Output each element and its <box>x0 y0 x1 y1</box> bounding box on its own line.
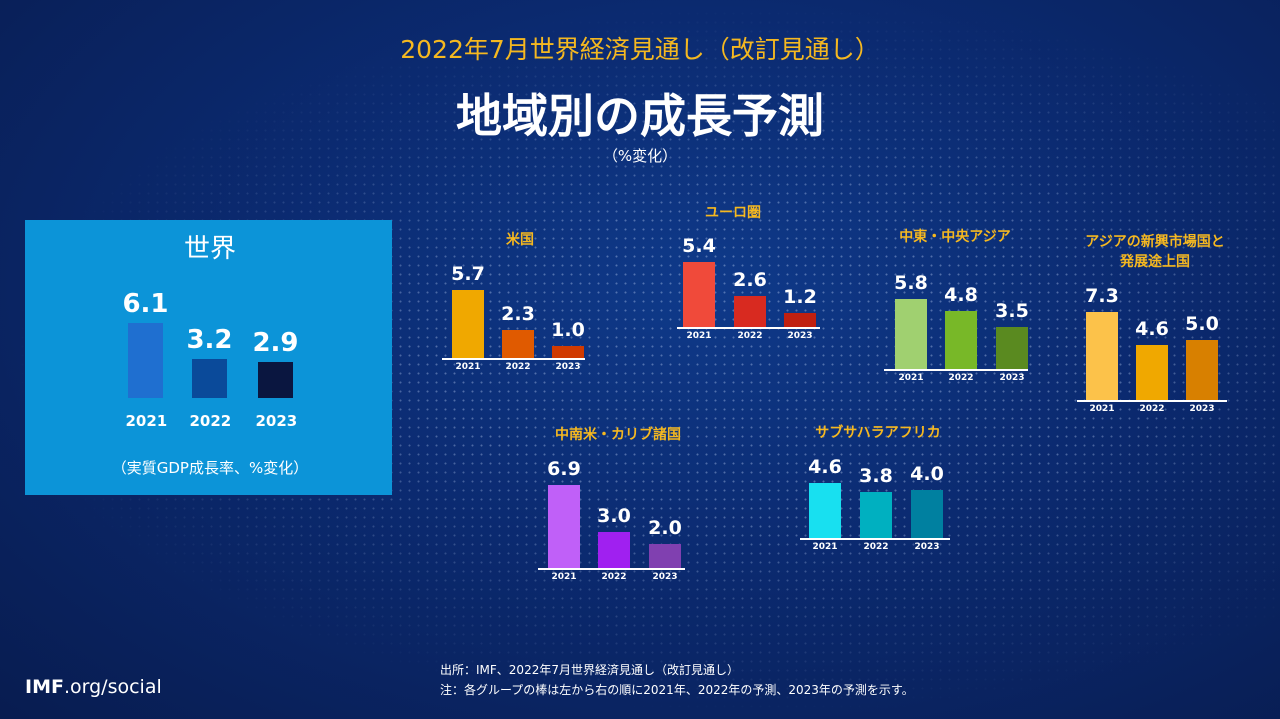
world-value-label: 6.1 <box>122 288 169 319</box>
asia-value-label: 5.0 <box>1185 313 1219 335</box>
ssa-year-label: 2023 <box>914 542 940 552</box>
me-value-label: 4.8 <box>944 284 978 307</box>
us-value-label: 2.3 <box>501 303 535 326</box>
latam-value-label: 2.0 <box>648 517 682 539</box>
euro-axis <box>677 327 820 329</box>
asia-bar-2023 <box>1186 340 1218 400</box>
us-bar-2021 <box>452 289 484 358</box>
ssa-title: サブサハラアフリカ <box>815 425 941 441</box>
me-value-label: 5.8 <box>894 272 928 295</box>
world-bar-2023 <box>258 362 293 398</box>
asia-value-label: 4.6 <box>1135 317 1169 340</box>
us-bar-2023 <box>552 346 584 358</box>
world-value-label: 3.2 <box>186 324 233 355</box>
asia-value-label: 7.3 <box>1085 285 1119 308</box>
us-value-label: 1.0 <box>551 319 585 341</box>
euro-value-label: 2.6 <box>733 268 767 291</box>
world-year-label: 2023 <box>255 412 298 430</box>
latam-bar-2021 <box>548 485 580 568</box>
world-panel <box>25 220 392 495</box>
latam-year-label: 2022 <box>601 572 627 582</box>
euro-year-label: 2022 <box>737 331 763 341</box>
latam-bar-2023 <box>649 544 681 568</box>
euro-year-label: 2021 <box>686 331 712 341</box>
euro-value-label: 5.4 <box>682 235 716 258</box>
me-year-label: 2023 <box>999 373 1025 383</box>
euro-bar-2023 <box>784 312 816 327</box>
logo-bold: IMF <box>25 676 64 698</box>
asia-axis <box>1077 400 1227 402</box>
asia-year-label: 2023 <box>1189 404 1215 414</box>
world-bar-2022 <box>192 358 227 398</box>
asia-year-label: 2022 <box>1139 404 1165 414</box>
me-year-label: 2022 <box>948 373 974 383</box>
latam-value-label: 3.0 <box>597 505 631 527</box>
euro-bar-2021 <box>683 262 715 327</box>
ssa-bar-2023 <box>911 490 943 538</box>
world-note: （実質GDP成長率、%変化） <box>111 459 309 477</box>
euro-bar-2022 <box>734 295 766 327</box>
euro-title: ユーロ圏 <box>705 205 761 221</box>
us-axis <box>442 358 585 360</box>
latam-title: 中南米・カリブ諸国 <box>555 427 681 443</box>
world-bar-2021 <box>128 322 163 398</box>
footer-notes: 出所：IMF、2022年7月世界経済見通し（改訂見通し） 注：各グループの棒は左… <box>440 660 914 700</box>
page-title: 地域別の成長予測 <box>456 89 824 143</box>
world-year-label: 2022 <box>189 412 232 430</box>
ssa-bar-2022 <box>860 492 892 538</box>
latam-bar-2022 <box>598 532 630 568</box>
us-title: 米国 <box>506 232 534 248</box>
latam-axis <box>538 568 685 570</box>
logo-rest: .org/social <box>63 676 162 698</box>
us-bar-2022 <box>502 330 534 358</box>
world-year-label: 2021 <box>125 412 168 430</box>
ssa-value-label: 4.0 <box>910 463 944 485</box>
ssa-year-label: 2021 <box>812 542 838 552</box>
latam-value-label: 6.9 <box>547 458 581 481</box>
asia-year-label: 2021 <box>1089 404 1115 414</box>
me-axis <box>884 369 1028 371</box>
imf-social-link[interactable]: IMF.org/social <box>25 676 162 698</box>
source-note: 出所：IMF、2022年7月世界経済見通し（改訂見通し） <box>440 663 739 677</box>
me-bar-2023 <box>996 327 1028 369</box>
me-bar-2021 <box>895 299 927 369</box>
euro-year-label: 2023 <box>787 331 813 341</box>
subtitle: 2022年7月世界経済見通し（改訂見通し） <box>400 35 880 64</box>
latam-year-label: 2021 <box>551 572 577 582</box>
me-year-label: 2021 <box>898 373 924 383</box>
asia-bar-2022 <box>1136 344 1168 400</box>
us-year-label: 2021 <box>455 362 481 372</box>
world-value-label: 2.9 <box>252 328 299 359</box>
unit-label: （%変化） <box>602 147 678 165</box>
latam-year-label: 2023 <box>652 572 678 582</box>
me-bar-2022 <box>945 311 977 369</box>
me-title: 中東・中央アジア <box>899 229 1011 245</box>
ssa-axis <box>800 538 950 540</box>
us-year-label: 2022 <box>505 362 531 372</box>
ssa-value-label: 3.8 <box>859 465 893 488</box>
asia-bar-2021 <box>1086 312 1118 400</box>
bar-note: 注：各グループの棒は左から右の順に2021年、2022年の予測、2023年の予測… <box>440 683 914 697</box>
asia-title: アジアの新興市場国と 発展途上国 <box>1085 234 1225 270</box>
me-value-label: 3.5 <box>995 300 1029 322</box>
ssa-bar-2021 <box>809 482 841 538</box>
us-value-label: 5.7 <box>451 262 485 285</box>
euro-value-label: 1.2 <box>783 285 817 308</box>
world-title: 世界 <box>183 234 237 264</box>
us-year-label: 2023 <box>555 362 581 372</box>
ssa-value-label: 4.6 <box>808 455 842 478</box>
ssa-year-label: 2022 <box>863 542 889 552</box>
